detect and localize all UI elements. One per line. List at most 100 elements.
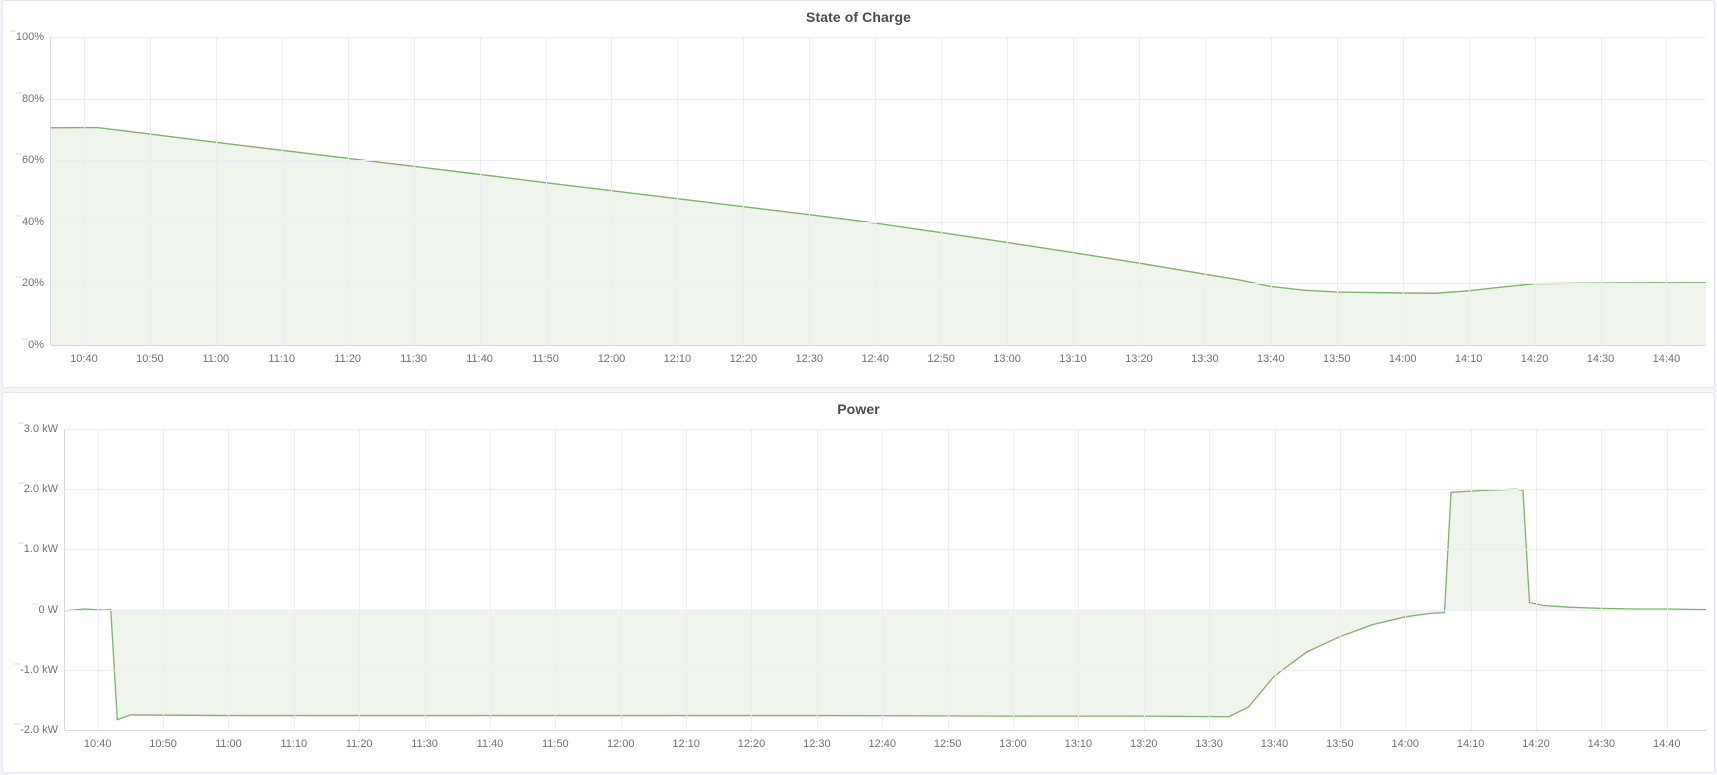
x-tick-soc-1200: 12:00 <box>597 353 626 365</box>
panel-power[interactable]: Power 3.0 kW 2.0 kW 1.0 kW 0 W -1.0 kW -… <box>2 392 1715 773</box>
y-axis-line-power <box>64 429 65 730</box>
plot-area-power[interactable]: 3.0 kW 2.0 kW 1.0 kW 0 W -1.0 kW -2.0 kW… <box>14 422 1706 750</box>
x-tick-power-1300: 13:00 <box>999 738 1027 750</box>
x-tick-soc-1410: 14:10 <box>1454 353 1483 365</box>
gridline-vertical <box>1073 37 1074 345</box>
x-tick-soc-1140: 11:40 <box>466 353 493 365</box>
gridline-vertical <box>1336 37 1338 345</box>
gridline-vertical <box>1078 429 1080 730</box>
gridline-vertical <box>1601 429 1603 730</box>
gridline-vertical <box>947 429 949 730</box>
gridline-vertical <box>1536 429 1538 730</box>
gridline-vertical <box>1402 37 1404 345</box>
series-power <box>65 429 1706 730</box>
gridline-vertical <box>83 37 85 345</box>
x-tick-soc-1430: 14:30 <box>1586 353 1615 365</box>
x-tick-soc-1040: 10:40 <box>70 353 98 365</box>
gridline-vertical <box>228 429 230 730</box>
x-tick-soc-1100: 11:00 <box>202 353 230 365</box>
gridline-vertical <box>97 429 99 730</box>
gridline-vertical <box>149 37 151 345</box>
gridline-vertical <box>489 429 491 730</box>
gridline-vertical <box>751 429 753 730</box>
y-axis-line-soc <box>50 37 51 345</box>
panel-title-power: Power <box>837 401 880 417</box>
gridline-vertical <box>1143 429 1145 730</box>
gridline-vertical <box>686 429 688 730</box>
gridline-vertical <box>1138 37 1140 345</box>
x-tick-power-1210: 12:10 <box>672 738 700 750</box>
y-tick-power-2kw: 2.0 kW <box>17 482 65 495</box>
x-tick-soc-1350: 13:50 <box>1322 353 1351 365</box>
x-tick-power-1440: 14:40 <box>1653 738 1681 750</box>
x-axis-line-soc <box>51 345 1706 346</box>
gridline-vertical <box>163 429 165 730</box>
x-tick-soc-1210: 12:10 <box>663 353 692 365</box>
x-tick-power-1320: 13:20 <box>1129 738 1158 750</box>
x-tick-soc-1110: 11:10 <box>268 353 296 365</box>
gridline-vertical <box>1007 37 1009 345</box>
gridline-vertical <box>555 429 557 730</box>
x-tick-soc-1310: 13:10 <box>1059 353 1087 365</box>
x-tick-soc-1250: 12:50 <box>927 353 955 365</box>
gridline-vertical <box>1534 37 1536 345</box>
gridline-vertical <box>413 37 415 345</box>
x-tick-soc-1300: 13:00 <box>993 353 1021 365</box>
x-tick-power-1330: 13:30 <box>1195 738 1223 750</box>
x-tick-power-1420: 14:20 <box>1522 738 1550 750</box>
x-tick-power-1240: 12:40 <box>868 738 896 750</box>
gridline-vertical <box>941 37 943 345</box>
x-tick-power-1040: 10:40 <box>83 738 112 750</box>
x-tick-power-1410: 14:10 <box>1456 738 1485 750</box>
series-state-of-charge <box>51 37 1706 345</box>
gridline-vertical <box>743 37 745 345</box>
gridline-vertical <box>293 429 295 730</box>
gridline-vertical <box>816 429 818 730</box>
x-tick-soc-1120: 11:20 <box>334 353 362 365</box>
x-tick-power-1150: 11:50 <box>541 738 569 750</box>
x-tick-power-1120: 11:20 <box>345 738 373 750</box>
x-tick-power-1350: 13:50 <box>1326 738 1354 750</box>
gridline-vertical <box>1600 37 1602 345</box>
gridline-vertical <box>1470 429 1472 730</box>
gridline-vertical <box>1468 37 1470 345</box>
gridline-vertical <box>1339 429 1341 730</box>
x-tick-soc-1240: 12:40 <box>861 353 889 365</box>
x-axis-line-power <box>65 730 1706 731</box>
x-tick-power-1110: 11:10 <box>280 738 308 750</box>
gridline-vertical <box>1405 429 1407 730</box>
plot-area-state-of-charge[interactable]: 100% 80% 60% 40% 20% 0% 10:40 10:50 11:00 1… <box>9 30 1706 365</box>
x-tick-power-1340: 13:40 <box>1260 738 1289 750</box>
gridline-vertical <box>545 37 547 345</box>
y-tick-power-1kw: 1.0 kW <box>17 542 65 555</box>
gridline-vertical <box>215 37 217 345</box>
x-tick-power-1230: 12:30 <box>803 738 831 750</box>
y-tick-soc-60: 60% <box>15 153 51 166</box>
x-tick-power-1130: 11:30 <box>411 738 438 750</box>
gridline-vertical <box>1666 37 1668 345</box>
x-tick-power-1140: 11:40 <box>476 738 504 750</box>
x-tick-soc-1220: 12:20 <box>729 353 758 365</box>
gridline-vertical <box>281 37 283 345</box>
y-tick-soc-0: 0% <box>22 338 51 351</box>
x-tick-power-1310: 13:10 <box>1064 738 1093 750</box>
gridline-vertical <box>359 429 361 730</box>
x-tick-soc-1330: 13:30 <box>1191 353 1219 365</box>
x-tick-power-1220: 12:20 <box>737 738 766 750</box>
y-tick-soc-100: 100% <box>9 30 51 43</box>
y-tick-power-3kw: 3.0 kW <box>17 422 65 435</box>
panel-state-of-charge[interactable]: State of Charge 100% 80% 60% 40% 20% 0% … <box>2 0 1715 388</box>
x-tick-soc-1340: 13:40 <box>1257 353 1285 365</box>
gridline-vertical <box>1209 429 1211 730</box>
gridline-vertical <box>620 429 622 730</box>
y-tick-power-neg1kw: -1.0 kW <box>14 663 65 676</box>
x-tick-power-1200: 12:00 <box>606 738 635 750</box>
gridline-vertical <box>875 37 877 345</box>
x-tick-soc-1420: 14:20 <box>1520 353 1549 365</box>
gridline-vertical <box>882 429 884 730</box>
gridline-vertical <box>611 37 613 345</box>
gridline-vertical <box>1666 429 1668 730</box>
y-tick-power-0w: 0 W <box>32 603 65 616</box>
x-tick-soc-1050: 10:50 <box>136 353 164 365</box>
gridline-vertical <box>677 37 679 345</box>
